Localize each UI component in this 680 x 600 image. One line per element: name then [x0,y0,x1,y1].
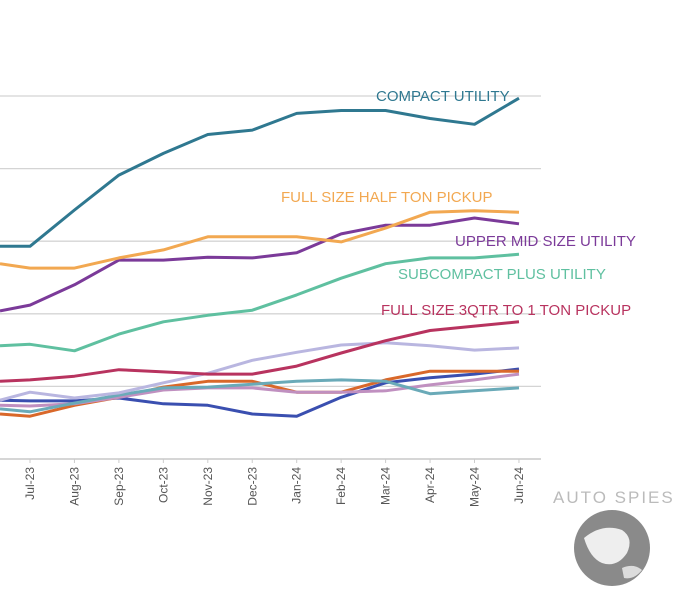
x-tick-label: Jan-24 [290,467,304,504]
series-line [0,216,520,313]
series-label: FULL SIZE HALF TON PICKUP [281,189,492,206]
x-tick-label: Jul-23 [23,467,37,500]
series-line [0,320,520,383]
series-line [0,96,520,248]
x-tick-label: Feb-24 [334,467,348,505]
x-tick-label: Sep-23 [112,467,126,506]
watermark-text: AUTO SPIES [553,488,675,507]
x-tick-label: Mar-24 [379,467,393,505]
series-line [0,252,520,353]
series-label: SUBCOMPACT PLUS UTILITY [398,266,606,283]
x-tick-label: Oct-23 [156,467,170,503]
series-line [0,341,520,402]
x-tick-label: Dec-23 [245,467,259,506]
globe-logo-icon [574,510,650,586]
x-tick-label: Aug-23 [67,467,81,506]
series-label: UPPER MID SIZE UTILITY [455,233,636,250]
x-tick-label: Apr-24 [423,467,437,503]
x-tick-label: Jun-24 [512,467,526,504]
series-line [0,367,520,418]
series-line [0,378,520,414]
series-label: FULL SIZE 3QTR TO 1 TON PICKUP [381,302,631,319]
series-label: COMPACT UTILITY [376,88,510,105]
x-tick-label: May-24 [468,467,482,507]
series-line [0,209,520,270]
x-tick-label: Nov-23 [201,467,215,506]
